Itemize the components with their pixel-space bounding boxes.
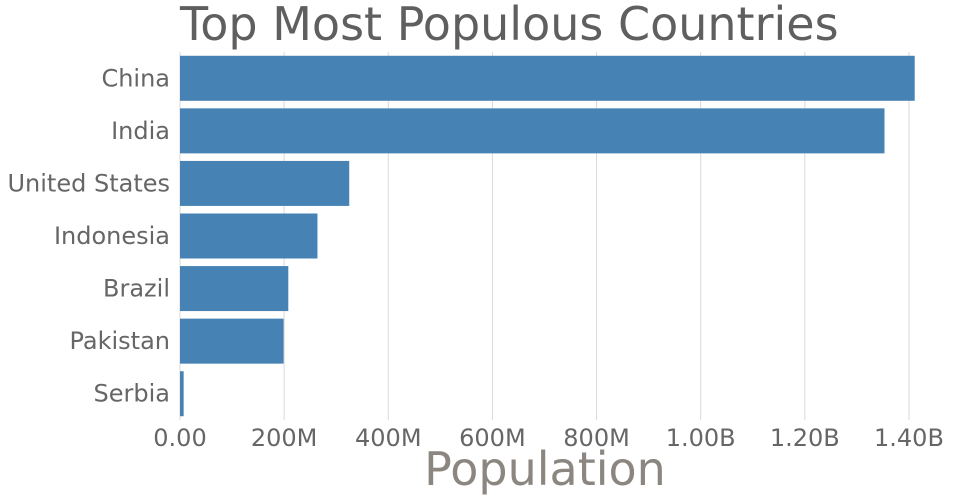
y-tick-label: Pakistan — [70, 327, 171, 355]
x-tick-label: 1.20B — [770, 424, 840, 452]
y-tick-label: Brazil — [103, 275, 170, 303]
y-tick-label: United States — [7, 169, 170, 197]
x-axis-title: Population — [424, 442, 666, 496]
x-tick-label: 800M — [563, 424, 630, 452]
bar-pakistan — [180, 318, 284, 364]
x-tick-label: 1.40B — [874, 424, 944, 452]
bar-brazil — [180, 266, 289, 312]
bar-indonesia — [180, 213, 318, 259]
bar-layer — [180, 55, 915, 417]
y-tick-label: India — [111, 117, 170, 145]
axis-layer: China India United States Indonesia Brazil Pa… — [7, 64, 943, 452]
bar-india — [180, 108, 885, 154]
x-tick-label: 0.00 — [153, 424, 206, 452]
bar-serbia — [180, 371, 184, 417]
chart-title: Top Most Populous Countries — [179, 0, 839, 51]
x-tick-label: 1.00B — [666, 424, 736, 452]
x-tick-label: 200M — [251, 424, 318, 452]
y-tick-label: Serbia — [94, 380, 170, 408]
y-tick-label: China — [101, 64, 170, 92]
bar-united-states — [180, 160, 350, 206]
y-tick-label: Indonesia — [54, 222, 170, 250]
x-tick-label: 600M — [459, 424, 526, 452]
x-tick-label: 400M — [355, 424, 422, 452]
bar-china — [180, 55, 915, 101]
